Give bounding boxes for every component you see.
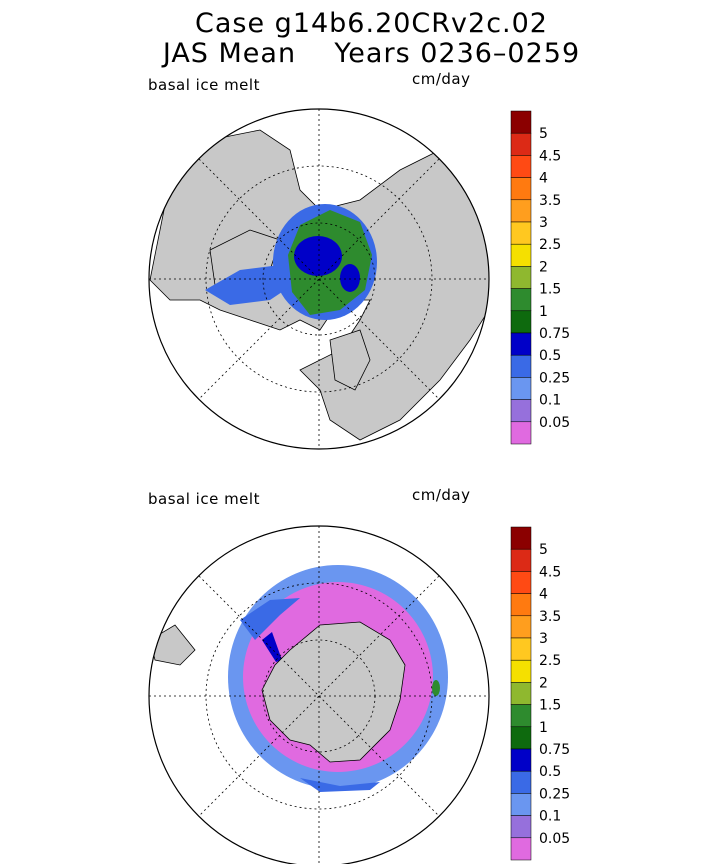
colorbar-tick-label: 0.1	[539, 809, 561, 825]
north-colorbar: 5 4.5 4 3.5 3 2.5 2 1.5 1 0.75 0.5 0.25 0.1 0.05	[510, 110, 570, 445]
colorbar-tick-label: 1	[539, 720, 548, 736]
colorbar-swatch	[510, 110, 532, 134]
title-line-2: JAS Mean Years 0236–0259	[162, 38, 581, 69]
colorbar-swatch	[510, 704, 532, 728]
colorbar-tick-label: 0.25	[539, 370, 570, 386]
title-line-1: Case g14b6.20CRv2c.02	[195, 8, 548, 39]
colorbar-tick-label: 5	[539, 542, 548, 558]
colorbar-swatch	[510, 155, 532, 178]
north-ice-blue-spot	[340, 264, 360, 292]
colorbar-tick-label: 3	[539, 631, 548, 647]
colorbar-tick-label: 0.05	[539, 415, 570, 431]
colorbar-swatch	[510, 815, 532, 839]
colorbar-tick-label: 2.5	[539, 237, 561, 253]
north-units-label: cm/day	[412, 70, 471, 88]
south-variable-label: basal ice melt	[148, 490, 260, 508]
colorbar-swatch	[510, 726, 532, 750]
colorbar-swatch	[510, 593, 532, 617]
colorbar-swatch	[510, 637, 532, 661]
north-graticule	[149, 109, 489, 449]
colorbar-swatch	[510, 748, 532, 772]
colorbar-swatch	[510, 682, 532, 705]
colorbar-tick-label: 3	[539, 215, 548, 231]
colorbar-swatch	[510, 399, 532, 423]
south-ice-bottom-streak	[300, 778, 380, 792]
colorbar-tick-label: 1	[539, 304, 548, 320]
north-land-scandinavia	[329, 329, 371, 391]
colorbar-tick-label: 4	[539, 171, 548, 187]
colorbar-swatch	[510, 526, 532, 550]
colorbar-tick-label: 0.1	[539, 393, 561, 409]
colorbar-tick-label: 0.25	[539, 786, 570, 802]
colorbar-swatch	[510, 332, 532, 356]
colorbar-swatch	[510, 266, 532, 289]
colorbar-tick-label: 0.75	[539, 326, 570, 342]
colorbar-swatch	[510, 421, 532, 445]
colorbar-tick-label: 4	[539, 587, 548, 603]
north-map-border	[148, 108, 490, 450]
colorbar-swatch	[510, 243, 532, 267]
colorbar-tick-label: 5	[539, 126, 548, 142]
colorbar-swatch	[510, 659, 532, 683]
colorbar-tick-label: 2	[539, 675, 548, 691]
colorbar-tick-label: 3.5	[539, 193, 561, 209]
south-ice-blue-arc	[240, 598, 300, 640]
colorbar-swatch	[510, 288, 532, 312]
colorbar-swatch	[510, 221, 532, 245]
colorbar-tick-label: 4.5	[539, 148, 561, 164]
south-ice-green-spot	[432, 680, 440, 696]
south-map-border	[148, 525, 490, 864]
colorbar-tick-label: 2.5	[539, 653, 561, 669]
south-units-label: cm/day	[412, 486, 471, 504]
colorbar-swatch	[510, 615, 532, 639]
colorbar-swatch	[510, 837, 532, 861]
colorbar-tick-label: 2	[539, 259, 548, 275]
south-land-antarctica	[261, 621, 406, 763]
colorbar-tick-label: 4.5	[539, 564, 561, 580]
colorbar-swatch	[510, 770, 532, 794]
colorbar-swatch	[510, 548, 532, 572]
south-polar-map	[149, 526, 489, 864]
colorbar-tick-label: 0.05	[539, 831, 570, 847]
colorbar-tick-label: 1.5	[539, 282, 561, 298]
south-graticule	[149, 526, 489, 864]
colorbar-tick-label: 1.5	[539, 698, 561, 714]
colorbar-swatch	[510, 354, 532, 378]
colorbar-tick-label: 3.5	[539, 609, 561, 625]
north-variable-label: basal ice melt	[148, 76, 260, 94]
colorbar-swatch	[510, 377, 532, 400]
colorbar-swatch	[510, 132, 532, 156]
colorbar-swatch	[510, 571, 532, 594]
colorbar-swatch	[510, 310, 532, 334]
north-ice-blue-core	[294, 236, 342, 276]
colorbar-swatch	[510, 793, 532, 816]
south-colorbar: 5 4.5 4 3.5 3 2.5 2 1.5 1 0.75 0.5 0.25 0.1 0.05	[510, 526, 570, 861]
colorbar-tick-label: 0.5	[539, 764, 561, 780]
colorbar-swatch	[510, 199, 532, 223]
colorbar-tick-label: 0.75	[539, 742, 570, 758]
colorbar-tick-label: 0.5	[539, 348, 561, 364]
north-ice-atlantic-tongue	[205, 265, 300, 305]
colorbar-swatch	[510, 177, 532, 201]
